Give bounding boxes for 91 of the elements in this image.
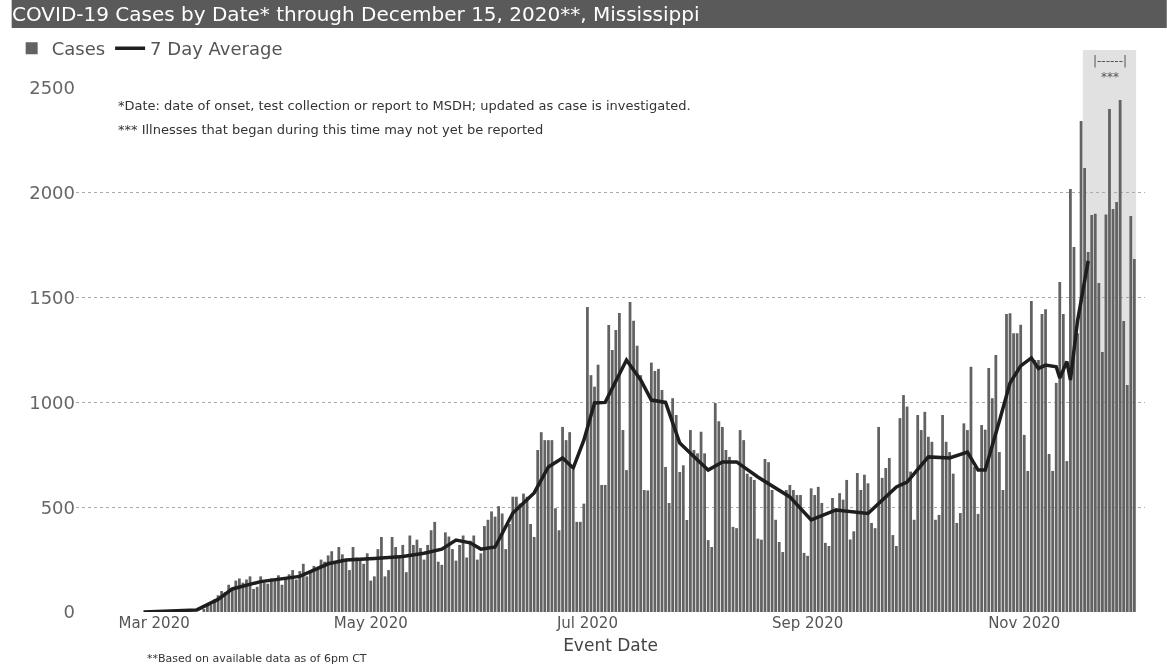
bar — [816, 486, 820, 612]
bar — [994, 355, 998, 612]
legend-label: Cases — [51, 38, 106, 60]
x-tick-label: Nov 2020 — [988, 614, 1061, 632]
y-tick-label: 2000 — [29, 182, 75, 204]
bar — [1129, 216, 1133, 612]
bar — [649, 362, 653, 612]
x-tick-label: Jul 2020 — [555, 614, 618, 632]
bar — [490, 511, 493, 612]
bar — [916, 414, 920, 612]
bar — [408, 535, 412, 612]
chart-title: COVID-19 Cases by Date* through December 15, 2020**, Mississippi — [12, 2, 700, 26]
bar — [923, 411, 927, 612]
bar — [887, 457, 891, 612]
bar — [472, 535, 476, 612]
bar — [1044, 309, 1047, 612]
bar — [749, 476, 753, 612]
y-tick-label: 500 — [40, 496, 75, 518]
bar — [522, 493, 525, 612]
bar — [358, 560, 362, 612]
line-series — [141, 259, 1090, 612]
bar — [767, 462, 770, 612]
annotation: *Date: date of onset, test collection or report to MSDH; updated as case is investigated. — [118, 98, 691, 113]
bar — [838, 493, 841, 612]
bar — [987, 368, 991, 612]
bar — [980, 425, 984, 612]
bar — [380, 536, 383, 612]
bar — [689, 430, 692, 612]
bar — [326, 555, 330, 612]
bar — [809, 488, 813, 612]
bar — [1108, 108, 1111, 612]
bar — [877, 426, 881, 612]
bar — [291, 570, 295, 612]
bar — [586, 307, 589, 612]
bar — [831, 497, 834, 612]
bar — [657, 368, 660, 612]
bar — [738, 430, 742, 612]
bar — [515, 496, 518, 612]
x-axis-title: Event Date — [563, 635, 658, 656]
bar — [1090, 215, 1094, 612]
y-tick-label: 1500 — [29, 286, 75, 308]
x-tick-label: Mar 2020 — [118, 614, 190, 632]
bar — [962, 423, 966, 612]
bar — [607, 325, 611, 612]
bar — [443, 532, 447, 612]
bar — [902, 395, 905, 612]
bar — [301, 563, 305, 612]
bar — [681, 465, 685, 612]
bar — [788, 484, 792, 612]
text: **Based on available data as of 6pm CT — [147, 652, 367, 665]
bar — [461, 535, 465, 612]
bar — [497, 506, 501, 612]
bar — [433, 521, 437, 612]
bar — [671, 398, 675, 612]
bar — [863, 474, 866, 612]
annotation: *** Illnesses that began during this time may not yet be reported — [118, 122, 544, 137]
bar — [561, 426, 564, 612]
bar — [1058, 281, 1062, 612]
bar — [259, 576, 263, 612]
bar — [546, 440, 550, 612]
bar — [1019, 324, 1023, 612]
bar — [401, 544, 405, 612]
bar — [799, 495, 802, 612]
y-tick-label: 2500 — [29, 77, 75, 99]
bar — [511, 496, 515, 612]
x-tick-label: Sep 2020 — [772, 614, 844, 632]
bar — [337, 547, 341, 612]
bar — [1029, 300, 1033, 612]
bar — [855, 473, 859, 612]
bar — [1093, 213, 1097, 612]
bar — [713, 403, 717, 612]
bar — [277, 575, 280, 612]
x-tick-label: May 2020 — [333, 614, 408, 632]
bar — [1069, 189, 1072, 612]
bar — [617, 313, 621, 612]
bar — [941, 414, 944, 612]
bar — [365, 553, 369, 612]
y-tick-label: 1000 — [29, 391, 75, 413]
bar — [539, 432, 543, 612]
legend-label: 7 Day Average — [150, 38, 283, 60]
bar — [284, 578, 287, 612]
bar — [1118, 99, 1122, 612]
bar — [845, 479, 849, 612]
band-label: |------| *** — [1093, 54, 1128, 84]
bar — [202, 608, 206, 612]
y-tick-label: 0 — [63, 601, 75, 623]
bar — [568, 432, 572, 612]
bar — [468, 540, 472, 612]
bar — [330, 551, 334, 612]
bar — [1005, 313, 1008, 612]
bar — [752, 479, 756, 612]
